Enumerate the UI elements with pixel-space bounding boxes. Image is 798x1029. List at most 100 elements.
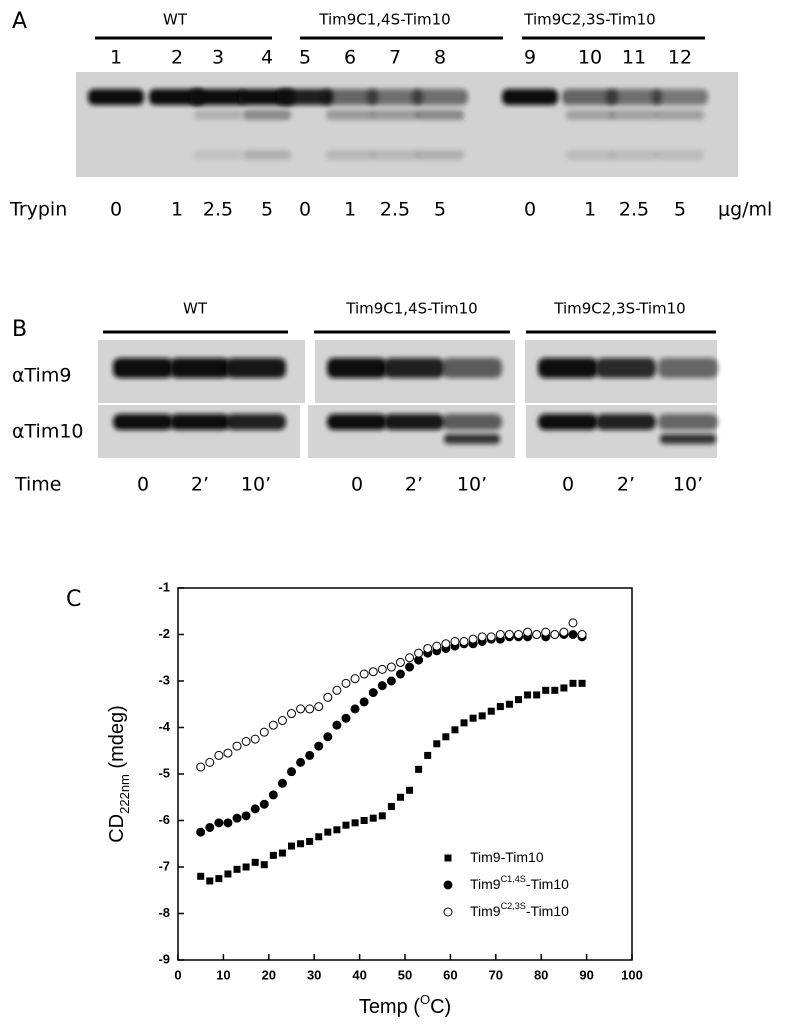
- legend-marker: [443, 880, 453, 890]
- x-axis-label: Temp (OC): [359, 992, 451, 1018]
- y-tick-label: -5: [158, 765, 170, 780]
- band: [566, 150, 614, 160]
- y-axis-label-part: 222nm: [117, 774, 132, 814]
- y-axis-label-part: CD: [106, 814, 128, 843]
- band: [660, 434, 716, 444]
- band: [444, 434, 500, 444]
- band: [113, 414, 173, 430]
- band: [277, 89, 333, 105]
- band: [416, 150, 464, 160]
- band: [243, 110, 291, 120]
- point: [405, 662, 415, 672]
- lane-number: 5: [299, 47, 311, 69]
- group-label: Tim9C2,3S-Tim10: [523, 11, 655, 29]
- band: [658, 414, 718, 430]
- group-label: Tim9C2,3S-Tim10: [553, 300, 685, 318]
- point: [259, 727, 269, 737]
- point: [369, 814, 377, 822]
- panel-label: C: [66, 587, 81, 612]
- point: [196, 762, 206, 772]
- point: [197, 872, 205, 880]
- point: [578, 679, 586, 687]
- point: [268, 720, 278, 730]
- point: [260, 861, 268, 869]
- point: [332, 685, 342, 695]
- band: [562, 89, 618, 105]
- dose: 1: [171, 199, 183, 221]
- group-label: Tim9C1,4S-Tim10: [345, 300, 477, 318]
- point: [378, 812, 386, 820]
- point: [241, 811, 251, 821]
- lane-number: 2: [171, 47, 183, 69]
- row-label: Time: [14, 474, 62, 496]
- point: [469, 714, 477, 722]
- band: [327, 414, 387, 430]
- point: [297, 840, 305, 848]
- point: [333, 826, 341, 834]
- time: 0: [137, 474, 149, 496]
- legend-label-part: C1,4S: [501, 874, 526, 884]
- x-axis-label-part: O: [420, 992, 430, 1007]
- legend-label-part: Tim9: [470, 876, 501, 892]
- x-tick-label: 90: [579, 967, 593, 982]
- point: [395, 657, 405, 667]
- group-label: WT: [163, 11, 188, 29]
- point: [223, 818, 233, 828]
- x-tick-label: 70: [489, 967, 503, 982]
- y-axis-label: CD222nm (mdeg): [106, 705, 132, 843]
- point: [287, 709, 296, 719]
- point: [196, 827, 206, 837]
- point: [442, 733, 450, 741]
- point: [269, 851, 277, 859]
- x-tick-label: 10: [216, 967, 230, 982]
- point: [215, 875, 223, 883]
- lane-number: 4: [261, 47, 273, 69]
- point: [206, 877, 214, 885]
- legend-label: Tim9-Tim10: [470, 849, 544, 865]
- lane-number: 1: [110, 47, 122, 69]
- band: [652, 89, 708, 105]
- band: [656, 110, 704, 120]
- point: [432, 641, 442, 651]
- point: [451, 726, 459, 734]
- time: 0: [562, 474, 574, 496]
- point: [515, 696, 522, 704]
- band: [190, 89, 246, 105]
- point: [305, 704, 315, 714]
- point: [550, 630, 560, 639]
- band: [322, 89, 378, 105]
- group-label: WT: [183, 300, 208, 318]
- point: [542, 686, 550, 694]
- lane-number: 8: [434, 47, 446, 69]
- band: [371, 150, 419, 160]
- point: [277, 778, 287, 788]
- point: [406, 786, 414, 794]
- panel-label: A: [12, 9, 27, 34]
- time: 10’: [241, 474, 271, 496]
- x-tick-label: 80: [534, 967, 548, 982]
- point: [495, 630, 505, 639]
- band: [226, 358, 286, 378]
- point: [551, 686, 559, 694]
- band: [326, 150, 374, 160]
- point: [342, 821, 350, 829]
- point: [287, 767, 296, 777]
- y-tick-label: -8: [158, 905, 170, 920]
- point: [487, 707, 495, 715]
- lane-number: 10: [578, 47, 602, 69]
- point: [532, 630, 542, 639]
- point: [205, 822, 215, 832]
- point: [242, 863, 250, 871]
- band: [384, 358, 444, 378]
- x-tick-label: 60: [443, 967, 457, 982]
- point: [533, 691, 541, 699]
- y-tick-label: -1: [158, 579, 170, 594]
- point: [214, 750, 224, 760]
- point: [223, 748, 233, 758]
- band: [610, 150, 658, 160]
- point: [341, 713, 351, 723]
- y-tick-label: -7: [158, 858, 170, 873]
- point: [524, 691, 532, 699]
- y-tick-label: -4: [158, 719, 170, 734]
- point: [523, 627, 533, 637]
